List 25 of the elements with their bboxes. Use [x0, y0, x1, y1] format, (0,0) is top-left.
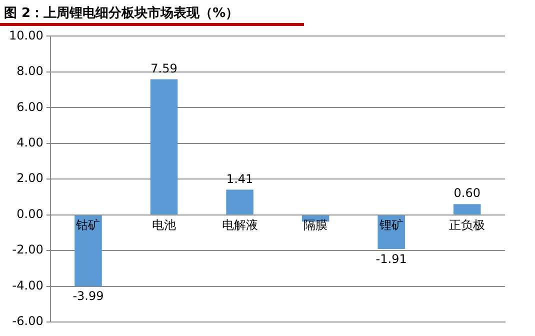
y-tick-label: -6.00	[12, 314, 44, 328]
x-tick-label: 隔膜	[304, 218, 328, 232]
chart-title: 图 2：上周锂电细分板块市场表现（%）	[0, 0, 304, 26]
x-tick-label: 正负极	[449, 218, 486, 232]
y-tick-label: 2.00	[16, 171, 44, 186]
bar	[453, 204, 481, 214]
bar	[74, 215, 102, 286]
x-tick-label: 电解液	[222, 218, 258, 232]
x-tick-label: 锂矿	[378, 218, 404, 232]
y-tick-label: 6.00	[16, 100, 44, 114]
y-tick-label: 0.00	[16, 206, 44, 221]
data-label: -3.99	[72, 289, 104, 304]
y-tick-label: 4.00	[16, 136, 44, 150]
y-tick-label: 8.00	[16, 64, 44, 78]
y-tick-label: -2.00	[12, 242, 44, 257]
y-tick-label: 10.00	[8, 28, 44, 42]
bar	[150, 79, 178, 214]
x-tick-label: 电池	[152, 218, 176, 232]
x-tick-label: 钴矿	[75, 218, 100, 232]
data-label: 7.59	[150, 61, 178, 76]
data-label: 1.41	[226, 172, 254, 186]
data-label: 0.60	[454, 186, 480, 200]
data-label: -1.91	[376, 252, 407, 266]
y-tick-label: -4.00	[12, 278, 44, 292]
bar	[226, 190, 254, 214]
